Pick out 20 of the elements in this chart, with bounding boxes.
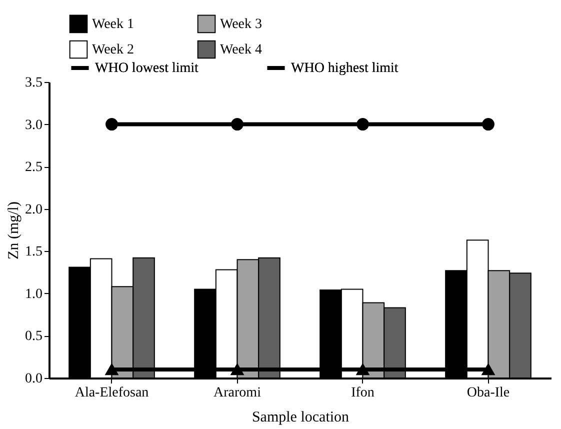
y-tick-label: 0.5 xyxy=(25,329,42,344)
legend-label: Week 4 xyxy=(220,42,262,58)
legend-label: Week 3 xyxy=(220,16,262,32)
x-tick-label: Ala-Elefosan xyxy=(74,386,149,400)
legend-label: Week 1 xyxy=(92,16,134,32)
y-tick-label: 2.5 xyxy=(25,160,42,176)
x-tick-label: Araromi xyxy=(214,386,262,400)
legend-label: WHO highest limit xyxy=(291,61,398,76)
y-tick-label: 1.0 xyxy=(25,286,42,302)
x-tick-label: Ifon xyxy=(351,386,374,400)
x-axis-title: Sample location xyxy=(252,410,350,426)
legend-label: WHO lowest limit xyxy=(95,61,199,76)
x-tick-label: Oba-Ile xyxy=(466,386,510,400)
legend-label: Week 2 xyxy=(92,42,134,58)
y-tick-label: 3.5 xyxy=(25,76,42,90)
y-axis-title: Zn (mg/l) xyxy=(6,202,22,260)
y-tick-label: 0.0 xyxy=(25,372,42,386)
y-tick-label: 3.0 xyxy=(25,118,42,133)
y-tick-label: 1.5 xyxy=(25,244,42,260)
y-tick-label: 2.0 xyxy=(25,202,42,218)
